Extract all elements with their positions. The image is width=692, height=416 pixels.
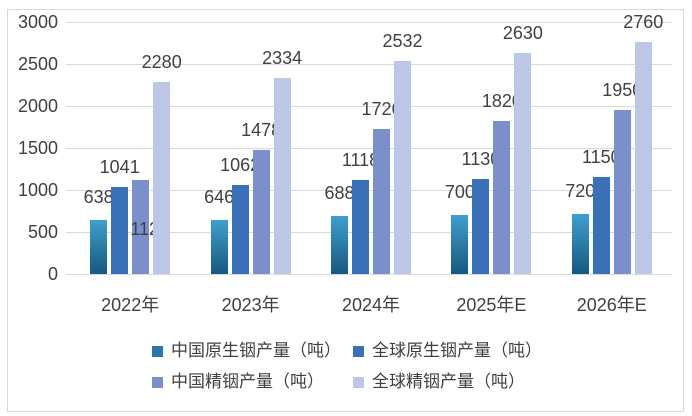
legend-item: 全球原生铟产量（吨） <box>353 341 542 361</box>
y-axis-tick-label: 2000 <box>17 96 58 116</box>
legend-swatch-icon <box>152 376 163 388</box>
data-label: 2334 <box>262 47 303 68</box>
data-label: 688 <box>324 183 355 204</box>
bar-series-4-cat-5 <box>634 42 652 274</box>
bar-series-1-cat-1 <box>90 220 108 274</box>
bar-series-1-cat-3 <box>331 216 348 274</box>
y-axis-tick-label: 0 <box>47 264 58 284</box>
data-label: 1118 <box>341 150 380 171</box>
legend-swatch-icon <box>353 376 364 388</box>
legend-item: 中国原生铟产量（吨） <box>152 341 341 361</box>
legend-item: 全球精铟产量（吨） <box>353 372 525 392</box>
data-label: 2280 <box>141 52 182 73</box>
data-label: 720 <box>565 180 596 201</box>
data-label: 1041 <box>99 156 140 177</box>
bar-series-3-cat-3 <box>373 129 390 274</box>
data-label: 1478 <box>241 119 282 140</box>
legend-label: 中国原生铟产量（吨） <box>171 341 341 360</box>
data-label: 638 <box>83 187 114 208</box>
data-label: 1950 <box>602 80 643 101</box>
gridline <box>66 232 672 233</box>
legend-label: 全球原生铟产量（吨） <box>372 341 542 360</box>
legend-item: 中国精铟产量（吨） <box>152 372 324 392</box>
x-axis-category-label: 2025年E <box>456 295 527 315</box>
legend-swatch-icon <box>353 345 364 357</box>
data-label: 1122 <box>130 218 170 239</box>
bar-series-1-cat-4 <box>451 215 469 274</box>
x-axis-category-label: 2024年 <box>341 295 401 315</box>
data-label: 1130 <box>461 149 501 170</box>
gridline <box>66 274 672 275</box>
data-label: 2630 <box>502 23 543 44</box>
x-axis-category-label: 2023年 <box>221 295 280 315</box>
data-label: 700 <box>444 182 475 203</box>
y-axis-tick-label: 3000 <box>17 12 58 32</box>
bar-series-4-cat-3 <box>394 61 411 274</box>
legend-label: 全球精铟产量（吨） <box>372 372 525 391</box>
gridline <box>66 64 672 65</box>
gridline <box>66 148 672 149</box>
bar-series-3-cat-4 <box>493 121 511 274</box>
bar-series-4-cat-1 <box>153 82 171 274</box>
data-label: 1726 <box>361 99 402 120</box>
x-axis-category-label: 2026年E <box>576 295 647 315</box>
data-label: 646 <box>204 186 235 207</box>
legend-swatch-icon <box>152 345 163 357</box>
bar-series-4-cat-2 <box>273 77 291 274</box>
y-axis-tick-label: 500 <box>27 222 58 242</box>
y-axis-tick-label: 1500 <box>17 138 58 158</box>
data-label: 2532 <box>382 31 423 52</box>
bar-series-2-cat-5 <box>592 177 610 274</box>
data-label: 1062 <box>220 154 261 175</box>
bar-series-2-cat-2 <box>231 184 249 274</box>
bar-series-2-cat-3 <box>352 180 369 274</box>
gridline <box>66 106 672 107</box>
data-label: 2760 <box>623 12 664 33</box>
y-axis-tick-label: 1000 <box>17 180 58 200</box>
bar-series-3-cat-5 <box>613 110 631 274</box>
gridline <box>66 190 672 191</box>
bar-series-2-cat-4 <box>472 179 490 274</box>
bar-series-3-cat-1 <box>132 179 150 274</box>
x-axis-category-label: 2022年 <box>101 295 160 315</box>
bar-series-2-cat-1 <box>111 186 129 274</box>
bar-series-3-cat-2 <box>252 149 270 274</box>
legend-label: 中国精铟产量（吨） <box>171 372 324 391</box>
chart-frame <box>7 9 684 412</box>
data-label: 1150 <box>581 147 621 168</box>
bar-series-4-cat-4 <box>514 53 532 274</box>
bar-series-1-cat-5 <box>571 213 589 274</box>
gridline <box>66 22 672 23</box>
data-label: 1820 <box>481 91 522 112</box>
y-axis-tick-label: 2500 <box>17 54 58 74</box>
bar-series-1-cat-2 <box>210 219 228 274</box>
